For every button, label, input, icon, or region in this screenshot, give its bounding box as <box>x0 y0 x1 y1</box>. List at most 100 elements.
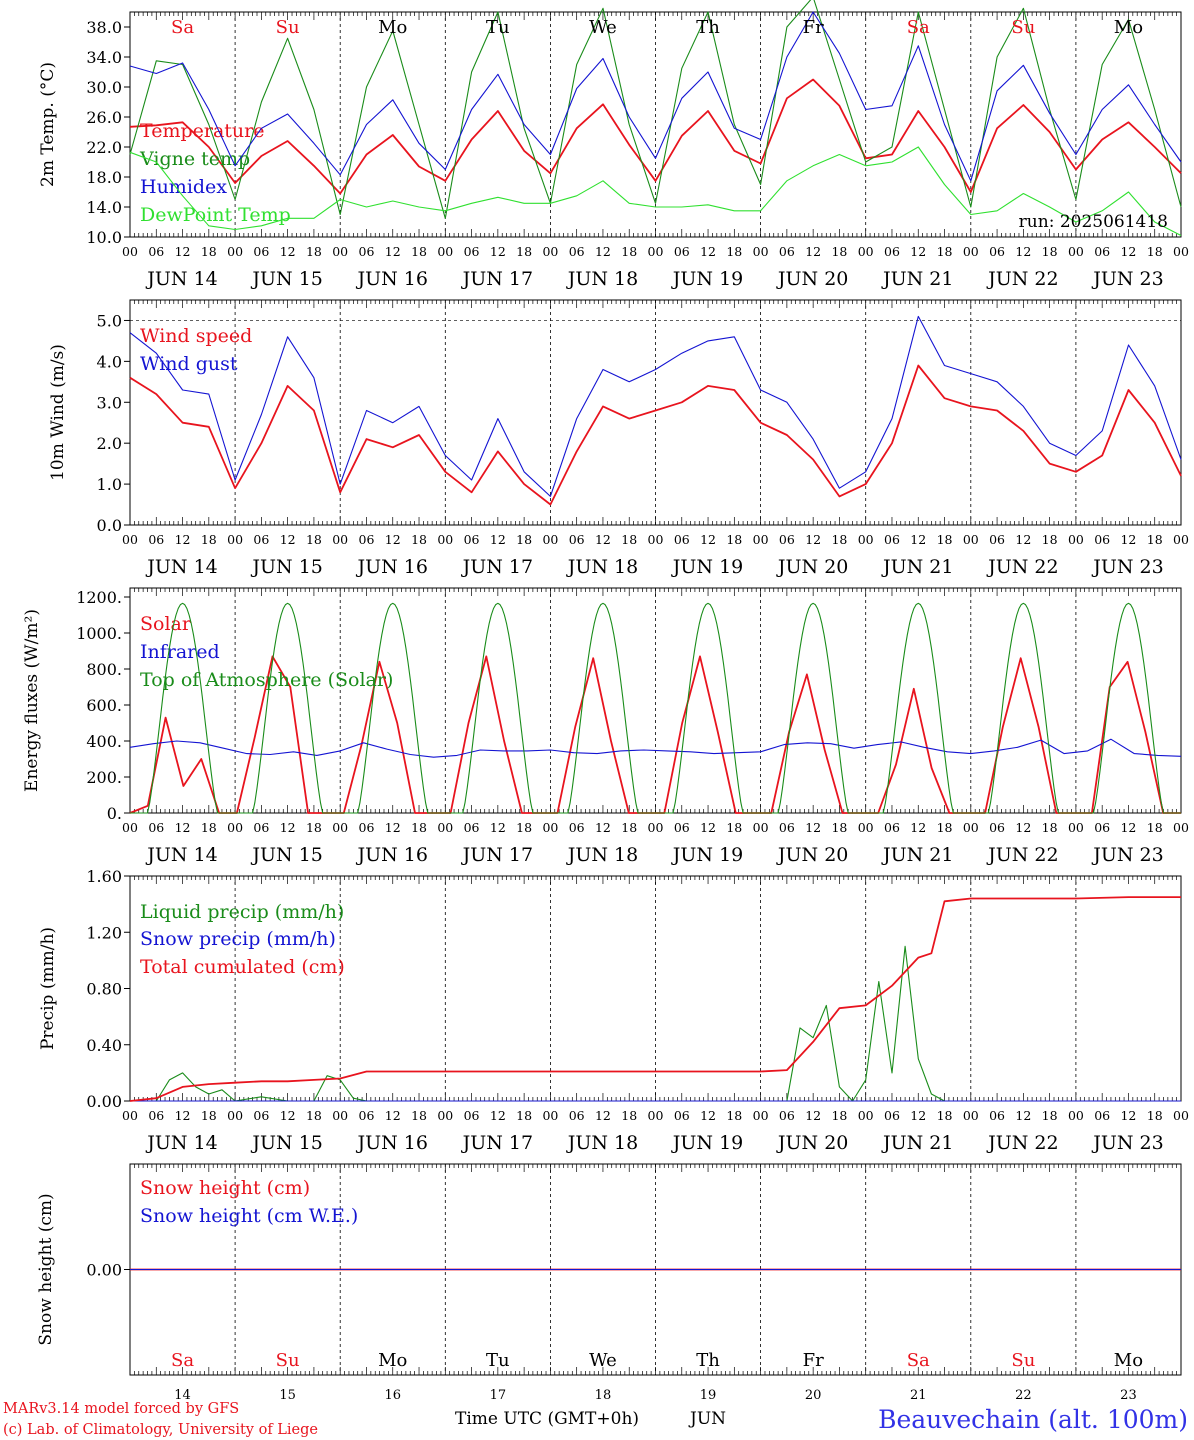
date-label: JUN 18 <box>566 1132 638 1154</box>
hour-tick-label: 00 <box>227 1108 243 1123</box>
date-label: JUN 17 <box>461 556 533 578</box>
legend-entry: Snow precip (mm/h) <box>140 928 336 950</box>
panel-2: 0.0 1.0 2.0 3.0 4.0 5.0 10m Wind (m/s) Wind spe… <box>48 299 1189 578</box>
hour-tick-label: 00 <box>437 820 453 835</box>
hour-tick-label: 00 <box>227 244 243 259</box>
hour-tick-label: 18 <box>411 820 427 835</box>
plot-frame <box>129 299 1182 526</box>
hour-tick-label: 12 <box>385 820 401 835</box>
hour-tick-label: 06 <box>989 1108 1005 1123</box>
y-tick-label: 0.00 <box>86 1261 122 1280</box>
date-label: JUN 23 <box>1091 556 1163 578</box>
hour-tick-label: 18 <box>516 1108 532 1123</box>
hour-tick-label: 06 <box>989 820 1005 835</box>
date-label: JUN 14 <box>145 1132 217 1154</box>
series-line-humidex <box>129 11 1182 182</box>
y-tick-label: 18.0 <box>86 168 122 187</box>
date-label: JUN 20 <box>776 556 848 578</box>
date-label: JUN 17 <box>461 1132 533 1154</box>
hour-tick-label: 00 <box>1068 532 1084 547</box>
hour-tick-label: 18 <box>306 244 322 259</box>
day-number-label: 17 <box>490 1388 507 1403</box>
x-axis-month: JUN <box>688 1409 726 1429</box>
date-label: JUN 17 <box>461 268 533 290</box>
hour-tick-label: 18 <box>1042 244 1058 259</box>
y-tick-label: 1.60 <box>86 867 122 886</box>
series-line-wind-gust <box>129 315 1182 497</box>
legend-entry: Snow height (cm W.E.) <box>140 1205 358 1227</box>
hour-tick-label: 00 <box>1173 820 1189 835</box>
day-number-label: 20 <box>805 1388 822 1403</box>
hour-tick-label: 06 <box>989 532 1005 547</box>
y-axis-label: Energy fluxes (W/m²) <box>22 609 42 792</box>
hour-tick-label: 00 <box>753 1108 769 1123</box>
date-label: JUN 23 <box>1091 844 1163 866</box>
hour-tick-label: 00 <box>858 532 874 547</box>
hour-tick-label: 18 <box>306 532 322 547</box>
hour-tick-label: 06 <box>569 244 585 259</box>
y-tick-label: 1.0 <box>97 475 122 494</box>
date-label: JUN 15 <box>250 268 322 290</box>
hour-tick-label: 12 <box>595 532 611 547</box>
panel-3: 0. 200. 400. 600. 800. 1000. 1200. Energy fluxe… <box>22 587 1189 866</box>
date-label: JUN 19 <box>671 556 743 578</box>
hour-tick-label: 12 <box>280 244 296 259</box>
hour-tick-label: 18 <box>411 1108 427 1123</box>
hour-tick-label: 06 <box>569 820 585 835</box>
weekday-label: We <box>589 1350 617 1371</box>
hour-tick-label: 18 <box>201 532 217 547</box>
hour-tick-label: 12 <box>1015 820 1031 835</box>
hour-tick-label: 12 <box>910 532 926 547</box>
hour-tick-label: 18 <box>1042 820 1058 835</box>
run-label: run: 2025061418 <box>1019 212 1168 232</box>
weekday-label: Fr <box>803 17 824 38</box>
series-line-infrared <box>129 738 1182 758</box>
hour-tick-label: 18 <box>726 244 742 259</box>
hour-tick-label: 06 <box>253 820 269 835</box>
hour-tick-label: 00 <box>122 244 138 259</box>
date-label: JUN 16 <box>356 1132 428 1154</box>
hour-tick-label: 12 <box>385 532 401 547</box>
hour-tick-label: 06 <box>359 1108 375 1123</box>
panel-4: 0.00 0.40 0.80 1.20 1.60 Precip (mm/h) Liquid … <box>38 867 1189 1154</box>
hour-tick-label: 00 <box>963 820 979 835</box>
series-line-vigne-temp <box>129 0 1182 219</box>
date-label: JUN 18 <box>566 844 638 866</box>
hour-tick-label: 06 <box>148 244 164 259</box>
hour-tick-label: 18 <box>621 820 637 835</box>
hour-tick-label: 00 <box>437 1108 453 1123</box>
date-label: JUN 23 <box>1091 268 1163 290</box>
date-label: JUN 17 <box>461 844 533 866</box>
date-label: JUN 16 <box>356 556 428 578</box>
hour-tick-label: 18 <box>937 1108 953 1123</box>
panel-1: 10.0 14.0 18.0 22.0 26.0 30.0 34.0 38.0 2m Temp.… <box>38 0 1189 290</box>
hour-tick-label: 18 <box>621 244 637 259</box>
y-axis-label: Precip (mm/h) <box>38 927 58 1050</box>
weekday-label: Th <box>696 1350 720 1371</box>
hour-tick-label: 00 <box>332 820 348 835</box>
weekday-label: Mo <box>1114 1350 1143 1371</box>
hour-tick-label: 12 <box>490 1108 506 1123</box>
hour-tick-label: 00 <box>648 820 664 835</box>
weekday-label: Sa <box>907 1350 930 1371</box>
y-axis-label: 10m Wind (m/s) <box>48 344 68 481</box>
hour-tick-label: 12 <box>490 244 506 259</box>
hour-tick-label: 06 <box>674 532 690 547</box>
hour-tick-label: 06 <box>674 1108 690 1123</box>
y-tick-label: 2.0 <box>97 434 122 453</box>
hour-tick-label: 18 <box>411 244 427 259</box>
date-label: JUN 18 <box>566 556 638 578</box>
hour-tick-label: 12 <box>1120 532 1136 547</box>
hour-tick-label: 00 <box>542 532 558 547</box>
hour-tick-label: 18 <box>1147 1108 1163 1123</box>
weekday-label: Mo <box>1114 17 1143 38</box>
y-tick-label: 800. <box>86 660 122 679</box>
date-label: JUN 21 <box>881 556 953 578</box>
hour-tick-label: 12 <box>910 1108 926 1123</box>
hour-tick-label: 18 <box>831 1108 847 1123</box>
hour-tick-label: 06 <box>464 532 480 547</box>
hour-tick-label: 06 <box>569 1108 585 1123</box>
hour-tick-label: 12 <box>1120 1108 1136 1123</box>
y-tick-label: 22.0 <box>86 138 122 157</box>
